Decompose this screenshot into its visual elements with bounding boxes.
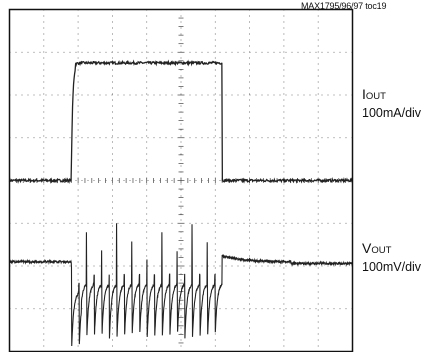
iout-label: IOUT 100mA/div	[362, 86, 421, 121]
figure-tag: MAX1795/96/97 toc19	[301, 1, 387, 11]
vout-label-main: V	[362, 240, 372, 256]
vout-trace	[9, 223, 354, 346]
vout-label: VOUT 100mV/div	[362, 240, 421, 275]
iout-trace	[8, 59, 354, 185]
iout-scale: 100mA/div	[362, 106, 422, 120]
iout-label-main: I	[362, 86, 366, 102]
vout-scale: 100mV/div	[362, 260, 422, 274]
iout-label-sub: OUT	[365, 91, 386, 102]
vout-label-sub: OUT	[371, 245, 392, 256]
